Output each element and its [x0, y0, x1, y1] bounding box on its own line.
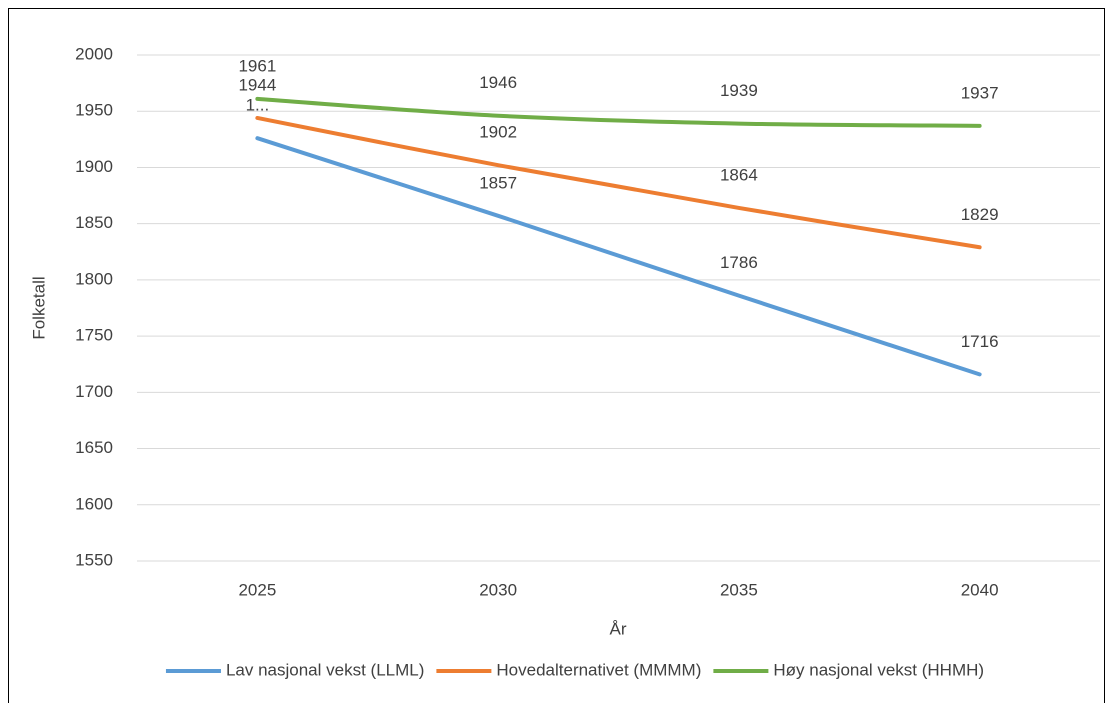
x-tick-label: 2025	[238, 580, 276, 599]
x-tick-label: 2035	[720, 580, 758, 599]
series-line	[255, 96, 982, 128]
data-label: 1946	[479, 73, 517, 92]
y-tick-label: 1850	[75, 213, 113, 232]
y-axis-title: Folketall	[29, 276, 48, 339]
y-tick-label: 1900	[75, 157, 113, 176]
y-tick-label: 1750	[75, 326, 113, 345]
data-label: 1857	[479, 173, 517, 192]
x-axis-title: År	[610, 619, 627, 638]
data-label: 1...	[246, 96, 270, 115]
data-label: 1716	[961, 332, 999, 351]
y-tick-label: 1950	[75, 101, 113, 120]
data-label: 1864	[720, 165, 758, 184]
data-label: 1937	[961, 83, 999, 102]
y-tick-label: 1600	[75, 494, 113, 513]
data-label: 1902	[479, 123, 517, 142]
chart-frame	[8, 8, 1105, 703]
legend-label: Lav nasjonal vekst (LLML)	[226, 660, 424, 679]
y-tick-label: 1800	[75, 269, 113, 288]
series-line	[255, 136, 982, 377]
legend-label: Høy nasjonal vekst (HHMH)	[773, 660, 984, 679]
y-tick-label: 1550	[75, 550, 113, 569]
y-tick-label: 1650	[75, 438, 113, 457]
x-tick-label: 2030	[479, 580, 517, 599]
data-label: 1961	[238, 56, 276, 75]
legend-label: Hovedalternativet (MMMM)	[496, 660, 701, 679]
data-label: 1944	[238, 75, 276, 94]
x-tick-label: 2040	[961, 580, 999, 599]
series-line	[255, 115, 982, 250]
data-label: 1939	[720, 81, 758, 100]
y-tick-label: 1700	[75, 382, 113, 401]
y-tick-label: 2000	[75, 44, 113, 63]
data-label: 1829	[961, 205, 999, 224]
data-label: 1786	[720, 253, 758, 272]
